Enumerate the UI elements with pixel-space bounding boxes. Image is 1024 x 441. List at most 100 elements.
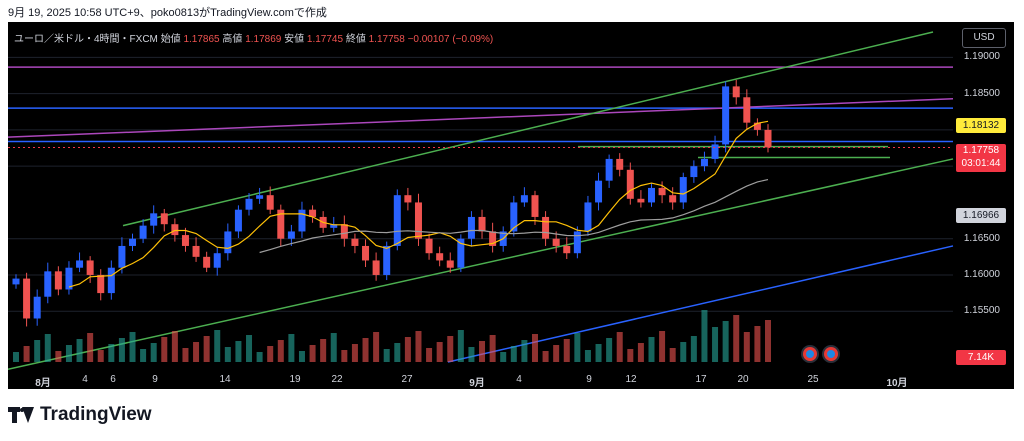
volume-bar — [87, 333, 94, 362]
volume-bar — [701, 310, 708, 362]
volume-bar — [65, 345, 72, 362]
volume-bar — [373, 332, 380, 362]
volume-bar — [648, 337, 655, 362]
volume-bar — [118, 338, 125, 362]
price-tick-label: 1.16000 — [963, 268, 1000, 280]
symbol-legend: ユーロ／米ドル・4時間・FXCM 始値 1.17865 高値 1.17869 安… — [14, 30, 493, 45]
channel-upper-line — [122, 31, 934, 227]
volume-bar — [712, 327, 719, 362]
volume-bar — [415, 331, 422, 362]
high-label: 高値 — [222, 34, 243, 45]
chart-area[interactable]: ユーロ／米ドル・4時間・FXCM 始値 1.17865 高値 1.17869 安… — [8, 22, 1014, 389]
candle-body — [679, 177, 687, 203]
volume-bar — [44, 334, 51, 362]
candle-body — [563, 245, 571, 254]
candle-body — [690, 166, 698, 178]
candle-body — [446, 260, 454, 268]
close-label: 終値 — [345, 34, 366, 45]
volume-bar — [447, 336, 454, 362]
candle-body — [86, 260, 94, 275]
date-tick-label: 6 — [110, 374, 116, 385]
high-value: 1.17869 — [245, 34, 282, 45]
date-tick-label: 14 — [219, 374, 231, 385]
candle-body — [97, 274, 105, 294]
date-tick-label: 9 — [152, 374, 158, 385]
candle-body — [626, 169, 634, 199]
volume-bar — [23, 346, 30, 362]
tradingview-logo-icon — [8, 407, 34, 423]
price-tick-label: 1.15500 — [963, 305, 1000, 317]
currency-button[interactable]: USD — [962, 28, 1006, 48]
candle-body — [76, 260, 84, 268]
symbol-name: ユーロ／米ドル・4時間・FXCM — [14, 34, 158, 45]
candle-body — [457, 238, 465, 268]
volume-bar — [320, 339, 327, 362]
candle-body — [192, 245, 200, 257]
moving-average-long-line — [259, 179, 769, 254]
moving-average-short-line — [68, 120, 769, 288]
volume-bar — [193, 342, 200, 362]
candle-body — [764, 129, 772, 148]
magenta-trend-line — [8, 97, 954, 138]
date-tick-label: 27 — [401, 374, 413, 385]
volume-bar — [489, 335, 496, 362]
volume-bar — [765, 320, 771, 362]
volume-bar — [235, 341, 242, 362]
volume-bar — [351, 344, 358, 362]
candle-body — [181, 235, 189, 246]
volume-bar — [669, 348, 676, 362]
candle-body — [383, 245, 391, 275]
volume-bar — [584, 350, 591, 362]
volume-bar — [150, 343, 157, 362]
candle-body — [287, 231, 295, 239]
volume-bar — [627, 349, 634, 362]
volume-bar — [288, 334, 295, 362]
candle-body — [224, 231, 232, 254]
volume-bar — [680, 342, 687, 362]
candle-body — [436, 253, 444, 261]
candle-body — [573, 231, 581, 254]
candle-body — [23, 278, 31, 319]
volume-bar — [97, 350, 104, 362]
volume-bar — [394, 343, 401, 362]
volume-bar — [108, 344, 115, 362]
candle-body — [351, 238, 359, 246]
candle-body — [277, 209, 285, 239]
candle-body — [340, 224, 348, 239]
candle-body — [616, 158, 624, 170]
volume-bar — [500, 352, 507, 362]
price-tick-label: 1.16500 — [963, 232, 1000, 244]
candle-body — [647, 187, 655, 203]
volume-bar — [595, 344, 602, 362]
candle-body — [129, 238, 137, 246]
chart-svg[interactable] — [8, 22, 1014, 389]
volume-bar — [404, 337, 411, 362]
volume-bar — [606, 338, 613, 362]
candle-body — [425, 238, 433, 254]
economic-event-icon[interactable] — [803, 347, 817, 361]
date-tick-label: 12 — [625, 374, 637, 385]
volume-bar — [743, 332, 750, 362]
last-price-value: 1.17758 — [962, 145, 1000, 156]
candle-body — [520, 195, 528, 203]
candle-body — [33, 296, 41, 319]
volume-bar — [13, 352, 19, 362]
volume-bar — [521, 340, 528, 362]
volume-bar — [426, 348, 433, 362]
candle-body — [54, 271, 62, 290]
candle-body — [510, 202, 518, 232]
candle-body — [107, 267, 115, 294]
candle-body — [118, 245, 126, 268]
volume-bar — [267, 346, 274, 362]
volume-bar — [574, 333, 581, 362]
volume-bar — [309, 345, 316, 362]
candle-body — [12, 278, 20, 285]
candle-body — [489, 231, 497, 246]
volume-bar — [362, 338, 369, 362]
candle-body — [595, 180, 603, 203]
economic-event-icon[interactable] — [824, 347, 838, 361]
date-tick-label: 20 — [737, 374, 749, 385]
volume-bar — [383, 349, 390, 362]
candle-body — [171, 224, 179, 236]
candle-body — [362, 245, 370, 261]
